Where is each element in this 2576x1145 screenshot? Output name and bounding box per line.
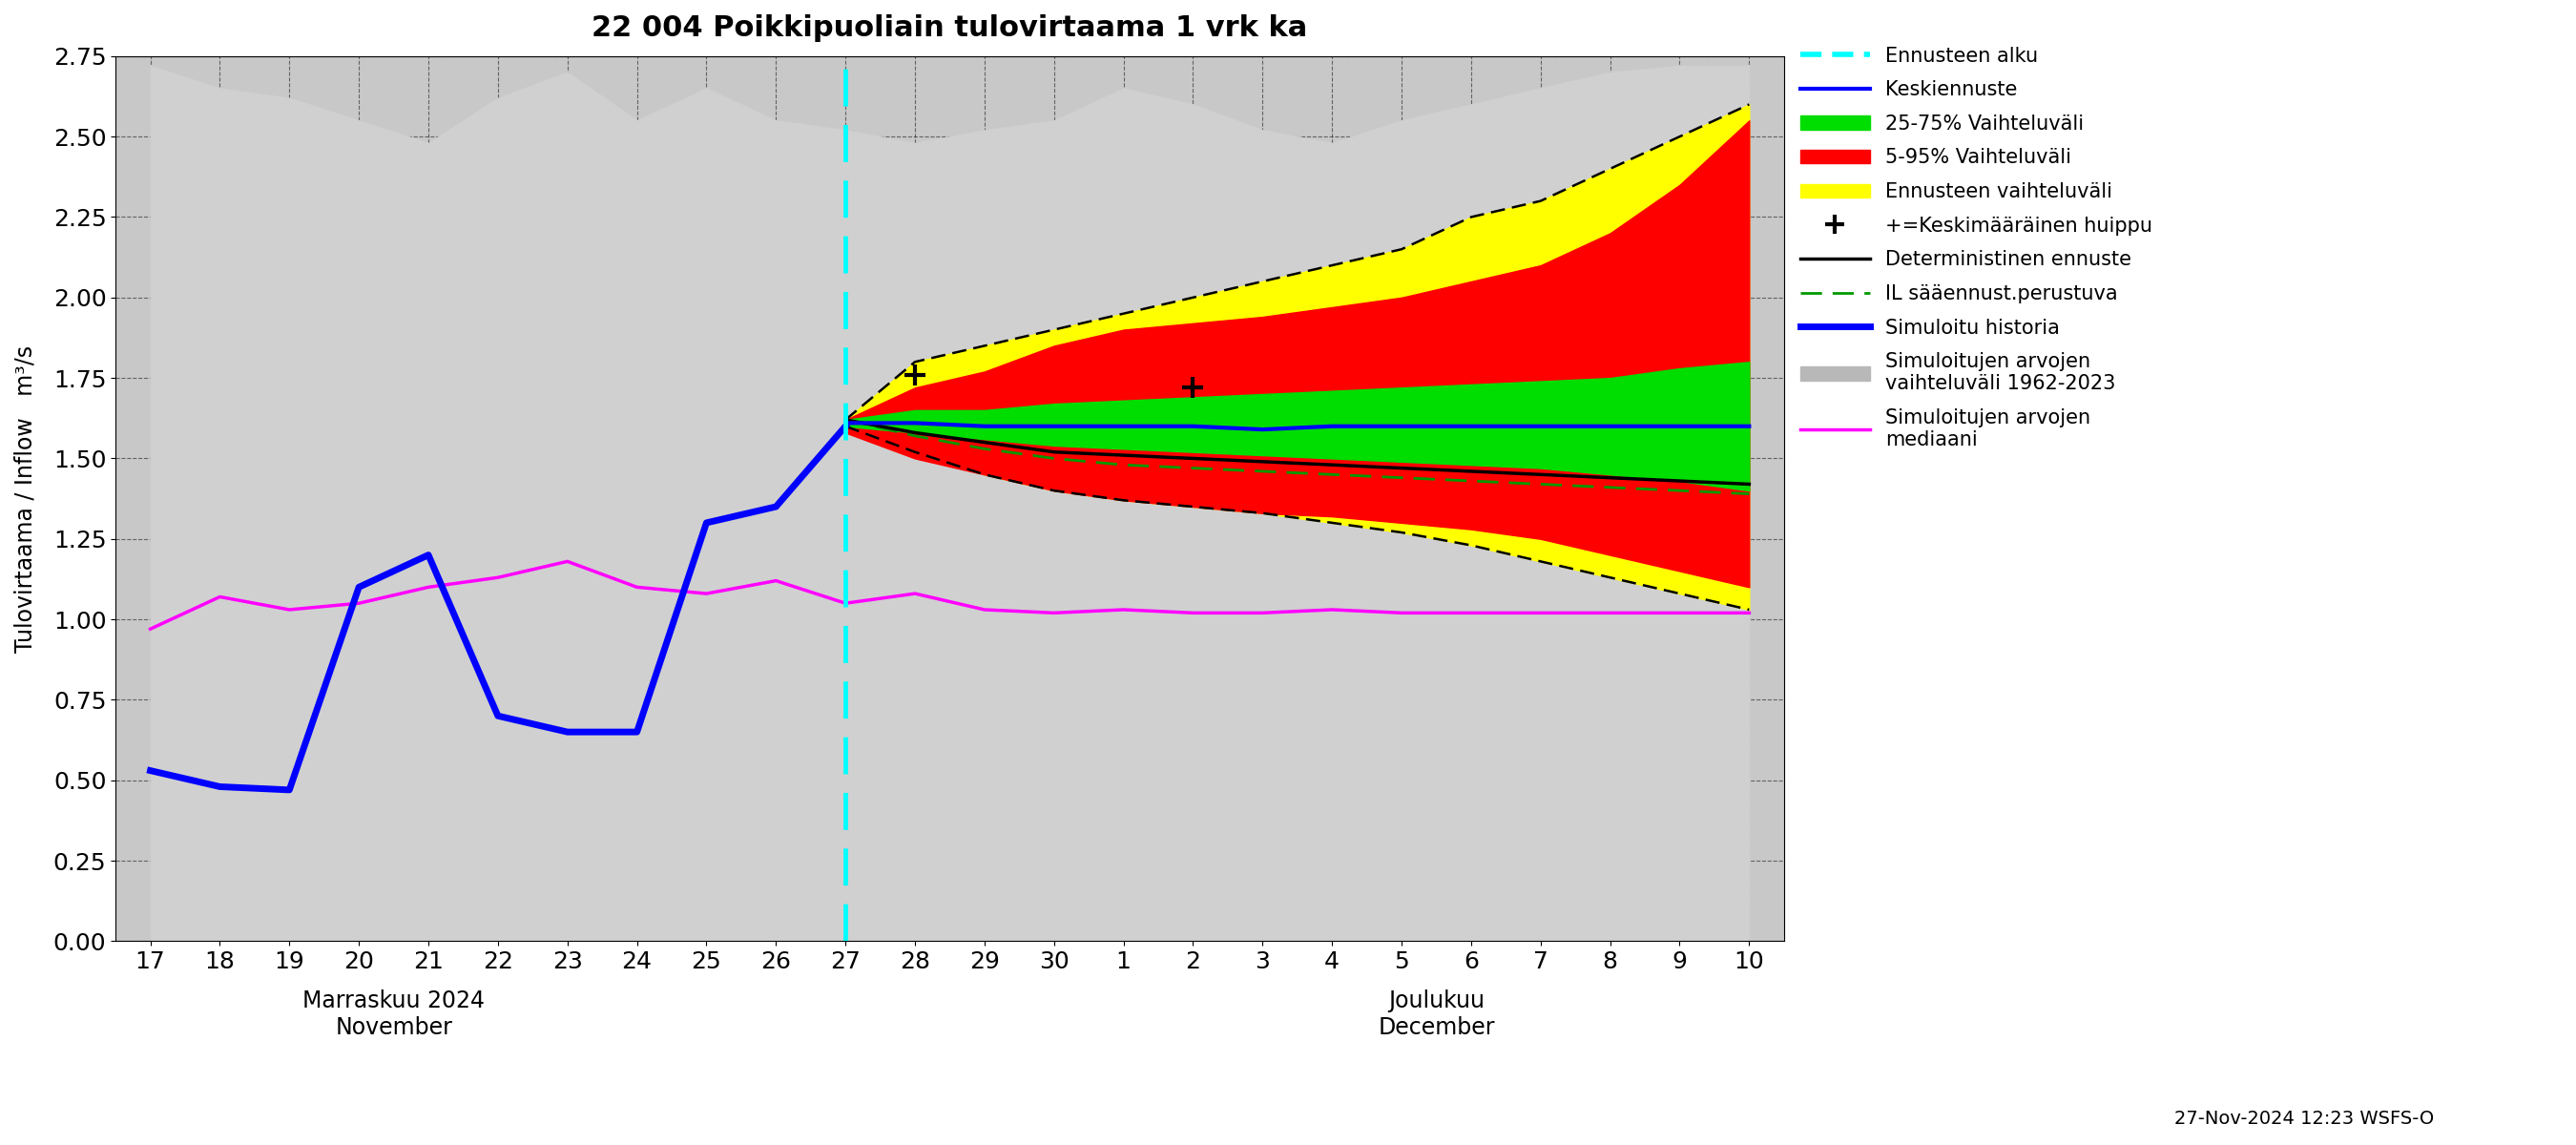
- Text: Joulukuu
December: Joulukuu December: [1378, 989, 1494, 1040]
- Text: 27-Nov-2024 12:23 WSFS-O: 27-Nov-2024 12:23 WSFS-O: [2174, 1110, 2434, 1128]
- Title: 22 004 Poikkipuoliain tulovirtaama 1 vrk ka: 22 004 Poikkipuoliain tulovirtaama 1 vrk…: [592, 14, 1309, 42]
- Legend: Ennusteen alku, Keskiennuste, 25-75% Vaihteluväli, 5-95% Vaihteluväli, Ennusteen: Ennusteen alku, Keskiennuste, 25-75% Vai…: [1793, 39, 2161, 458]
- Y-axis label: Tulovirtaama / Inflow   m³/s: Tulovirtaama / Inflow m³/s: [15, 345, 36, 653]
- Text: Marraskuu 2024
November: Marraskuu 2024 November: [301, 989, 484, 1040]
